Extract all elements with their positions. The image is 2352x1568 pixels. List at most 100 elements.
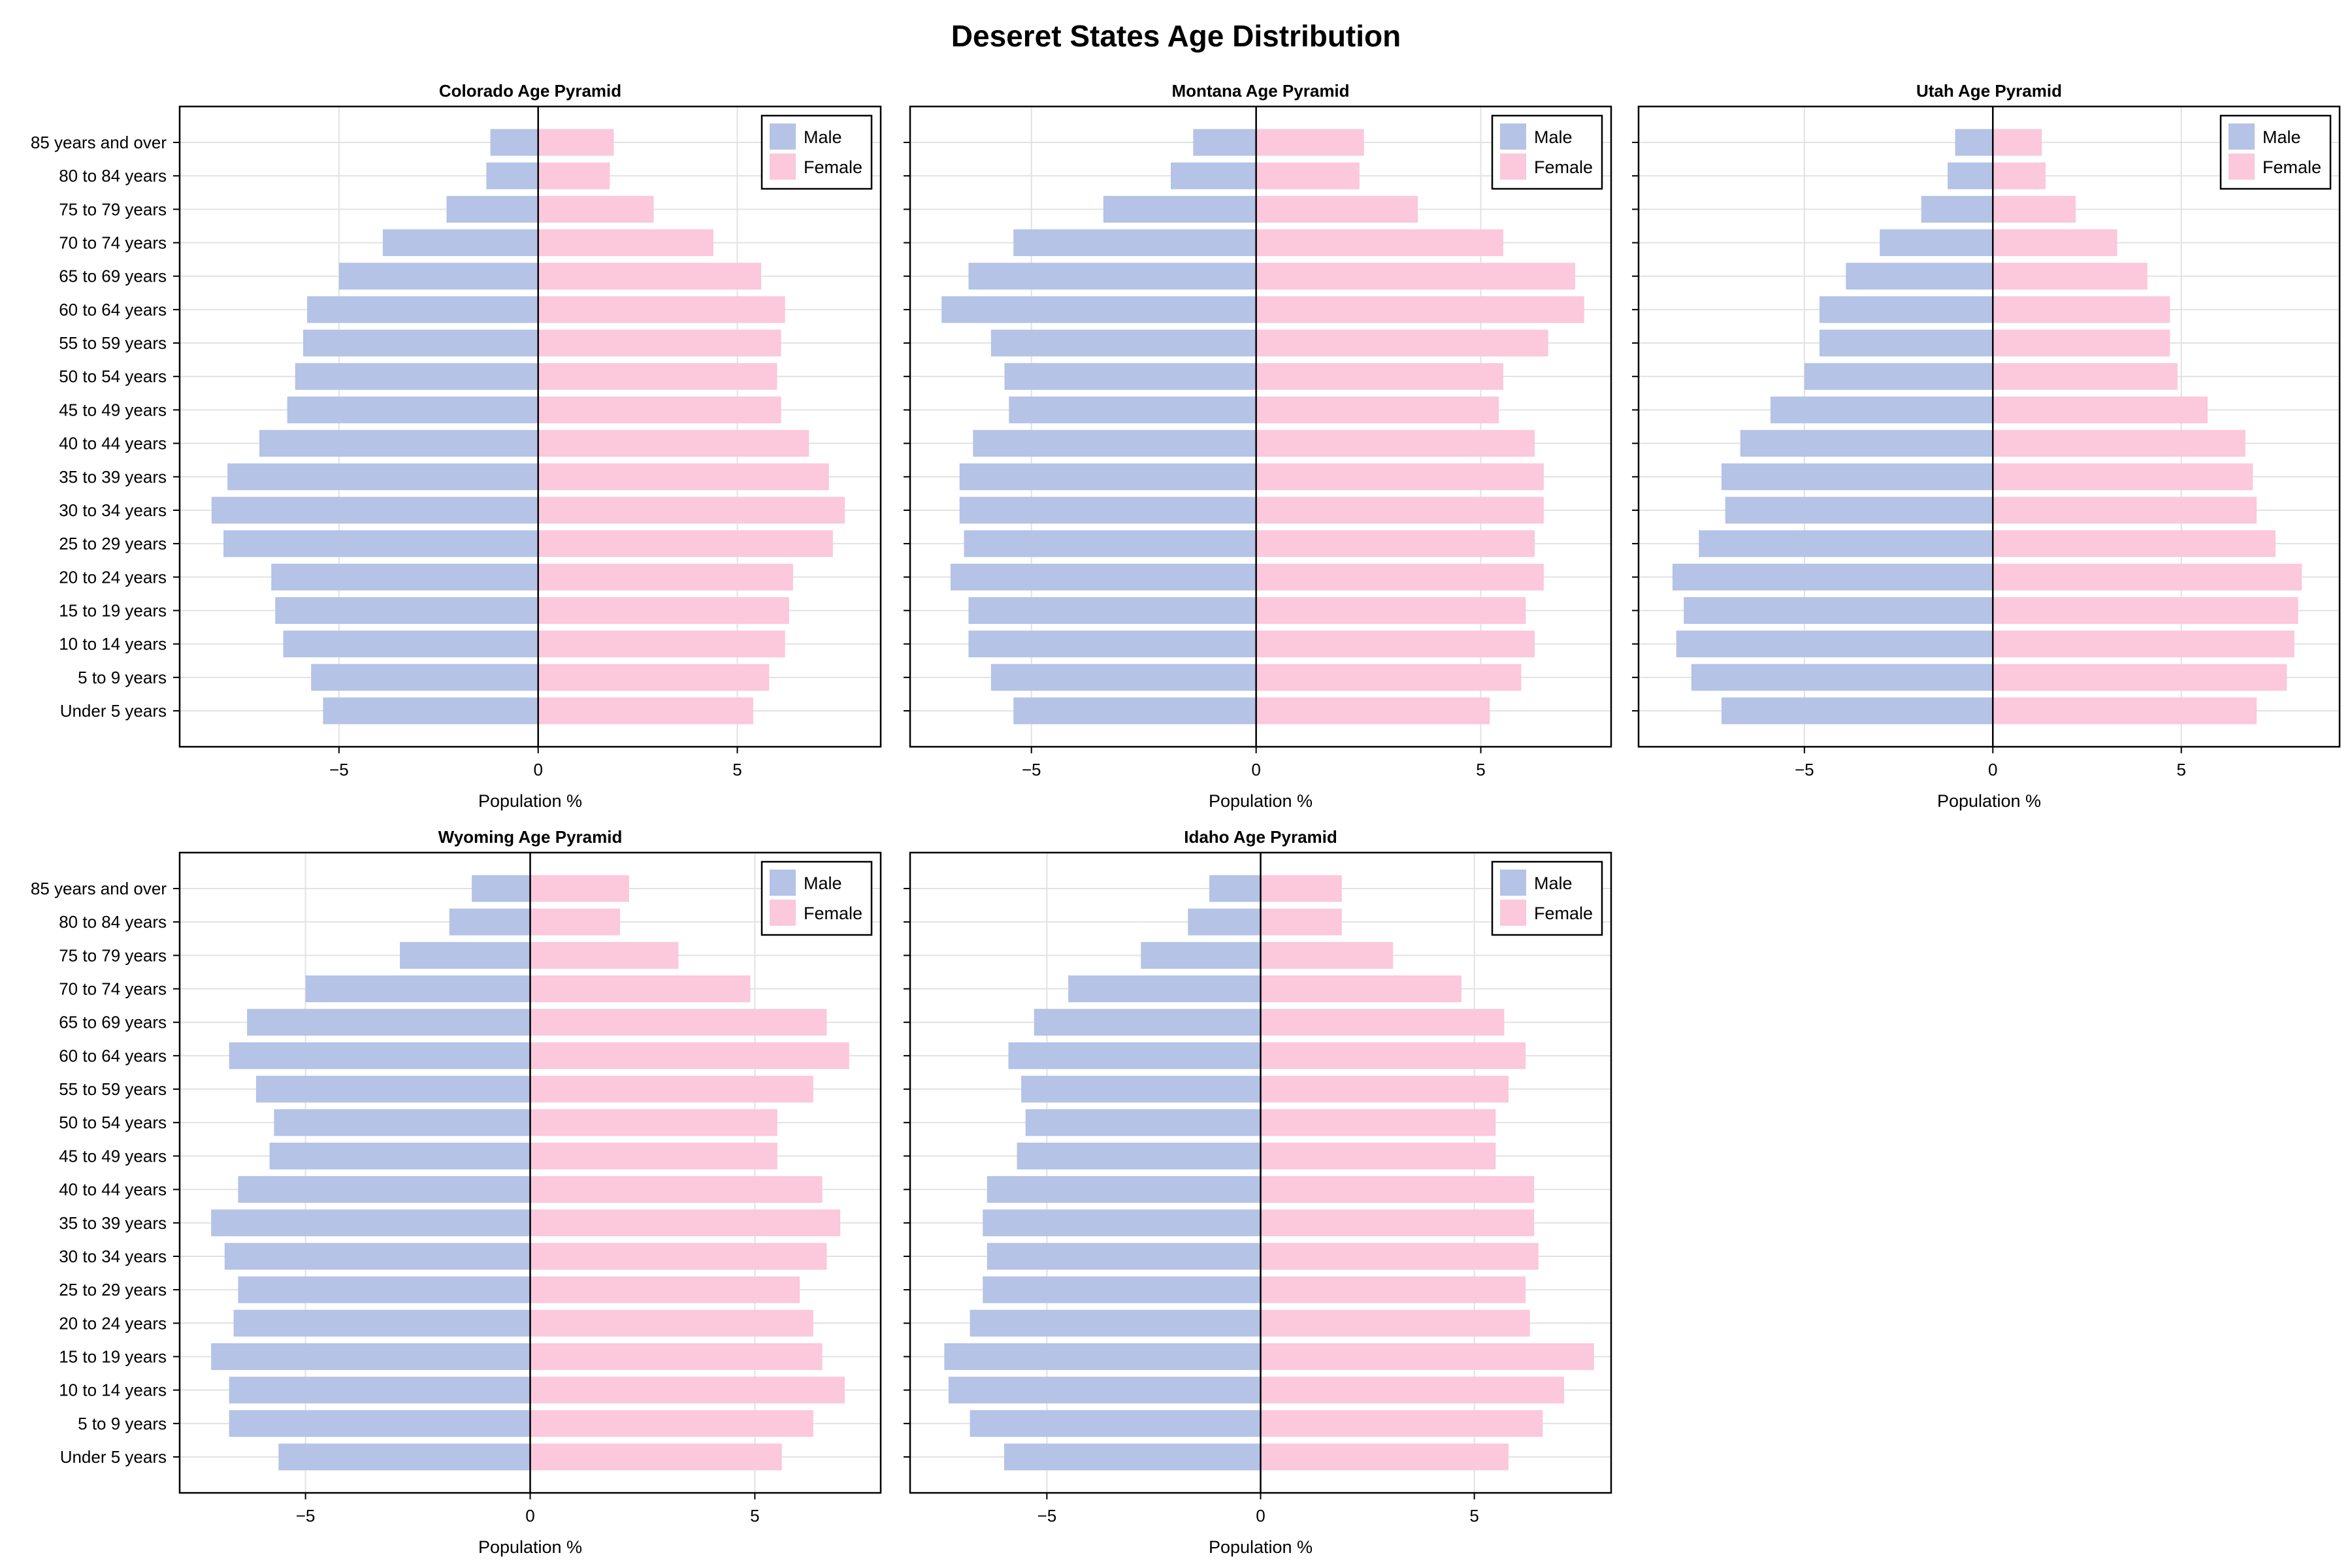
bar-male-45-to-49-years — [1770, 396, 1993, 423]
bar-female-45-to-49-years — [538, 396, 781, 423]
bar-male-under-5-years — [1013, 697, 1256, 725]
bar-male-55-to-59-years — [1819, 329, 1993, 357]
bar-female-under-5-years — [1260, 1443, 1509, 1471]
bar-female-under-5-years — [1256, 697, 1490, 725]
legend-label-male: Male — [2262, 127, 2301, 147]
bar-male-15-to-19-years — [944, 1343, 1261, 1370]
x-tick-label: 0 — [1256, 1506, 1265, 1526]
y-tick-label: 30 to 34 years — [59, 500, 167, 520]
bar-female-30-to-34-years — [1256, 497, 1544, 524]
plot-frame — [178, 105, 882, 748]
y-tick-label: 80 to 84 years — [59, 166, 167, 186]
bar-female-75-to-79-years — [530, 941, 679, 969]
bar-male-10-to-14-years — [1676, 630, 1993, 658]
bar-female-70-to-74-years — [1993, 229, 2117, 256]
bar-female-45-to-49-years — [1993, 396, 2208, 423]
bar-female-65-to-69-years — [538, 263, 762, 290]
bar-male-25-to-29-years — [983, 1276, 1261, 1303]
bar-male-75-to-79-years — [1141, 941, 1261, 969]
bar-male-85-years-and-over — [490, 129, 538, 156]
bar-female-15-to-19-years — [1256, 597, 1526, 624]
bar-male-85-years-and-over — [1955, 129, 1993, 156]
bar-female-10-to-14-years — [1993, 630, 2295, 658]
bar-female-80-to-84-years — [538, 162, 610, 189]
bar-male-25-to-29-years — [964, 530, 1256, 557]
bar-male-5-to-9-years — [990, 664, 1256, 691]
chart-utah-age-pyramid: −5 0 5 Population % Utah Age Pyramid Male Fema… — [1632, 81, 2341, 811]
bar-male-80-to-84-years — [1948, 162, 1993, 189]
bar-female-50-to-54-years — [530, 1109, 777, 1136]
bar-male-15-to-19-years — [275, 597, 538, 624]
legend-swatch-male — [770, 123, 796, 150]
bar-female-50-to-54-years — [1260, 1109, 1496, 1136]
legend: Male Female — [2219, 114, 2332, 190]
bar-male-65-to-69-years — [1034, 1009, 1261, 1036]
bar-female-60-to-64-years — [1993, 296, 2170, 323]
bar-male-70-to-74-years — [305, 975, 531, 1002]
bar-male-10-to-14-years — [968, 630, 1256, 658]
bar-male-30-to-34-years — [224, 1243, 531, 1270]
bar-male-25-to-29-years — [238, 1276, 531, 1303]
bar-female-10-to-14-years — [1260, 1377, 1565, 1404]
y-tick-label: 50 to 54 years — [59, 1113, 167, 1132]
bar-male-85-years-and-over — [1209, 875, 1261, 902]
bar-male-75-to-79-years — [446, 195, 538, 223]
bar-male-under-5-years — [323, 697, 538, 725]
bar-male-10-to-14-years — [948, 1377, 1261, 1404]
bar-male-85-years-and-over — [472, 875, 531, 902]
bar-female-15-to-19-years — [1993, 597, 2298, 624]
bar-male-20-to-24-years — [950, 563, 1256, 591]
bar-female-5-to-9-years — [1256, 664, 1522, 691]
y-tick-label: 45 to 49 years — [59, 1146, 167, 1166]
bar-female-40-to-44-years — [538, 430, 809, 457]
y-tick-label: 65 to 69 years — [59, 1013, 167, 1032]
x-tick-label: −5 — [1795, 760, 1814, 779]
bar-female-under-5-years — [1993, 697, 2257, 725]
bar-female-85-years-and-over — [1256, 129, 1364, 156]
y-tick-label: 70 to 74 years — [59, 233, 167, 253]
legend-swatch-male — [770, 870, 796, 896]
bar-female-50-to-54-years — [1993, 363, 2178, 390]
bar-male-50-to-54-years — [1025, 1109, 1261, 1136]
y-tick-label: 75 to 79 years — [59, 945, 167, 965]
y-tick-label: 25 to 29 years — [59, 1280, 167, 1299]
bar-female-75-to-79-years — [1256, 195, 1418, 223]
bar-male-80-to-84-years — [1170, 162, 1256, 189]
x-tick-label: 5 — [1476, 760, 1485, 779]
bar-female-45-to-49-years — [530, 1142, 777, 1169]
bar-female-40-to-44-years — [1260, 1176, 1535, 1203]
chart-idaho-age-pyramid: −5 0 5 Population % Idaho Age Pyramid Male Fem… — [904, 827, 1612, 1557]
legend-label-female: Female — [804, 904, 862, 923]
bar-female-20-to-24-years — [1993, 563, 2302, 591]
bar-female-5-to-9-years — [1993, 664, 2287, 691]
bar-female-45-to-49-years — [1256, 396, 1499, 423]
x-tick-label: 5 — [750, 1506, 759, 1526]
bar-female-under-5-years — [538, 697, 753, 725]
bar-male-30-to-34-years — [1725, 497, 1993, 524]
bar-male-75-to-79-years — [1103, 195, 1256, 223]
bar-male-5-to-9-years — [1691, 664, 1993, 691]
legend-label-male: Male — [804, 127, 842, 147]
y-tick-label: 20 to 24 years — [59, 567, 167, 587]
legend: Male Female — [760, 114, 873, 190]
bar-male-65-to-69-years — [247, 1009, 531, 1036]
legend: Male Female — [1491, 114, 1603, 190]
bar-female-30-to-34-years — [538, 497, 845, 524]
y-tick-label: Under 5 years — [60, 701, 167, 721]
bar-female-55-to-59-years — [530, 1075, 813, 1103]
bar-male-45-to-49-years — [287, 396, 538, 423]
bar-male-50-to-54-years — [1804, 363, 1993, 390]
bar-female-60-to-64-years — [538, 296, 785, 323]
bar-male-75-to-79-years — [400, 941, 531, 969]
bar-male-75-to-79-years — [1921, 195, 1993, 223]
bar-male-50-to-54-years — [1004, 363, 1256, 390]
bar-female-70-to-74-years — [530, 975, 751, 1002]
bar-male-30-to-34-years — [987, 1243, 1261, 1270]
bar-female-15-to-19-years — [1260, 1343, 1594, 1370]
bar-female-35-to-39-years — [1993, 463, 2253, 491]
y-tick-label: 85 years and over — [31, 133, 167, 152]
bar-male-under-5-years — [1721, 697, 1993, 725]
bar-male-45-to-49-years — [269, 1142, 531, 1169]
page-title: Deseret States Age Distribution — [951, 19, 1401, 53]
x-axis-label: Population % — [1209, 1537, 1313, 1557]
